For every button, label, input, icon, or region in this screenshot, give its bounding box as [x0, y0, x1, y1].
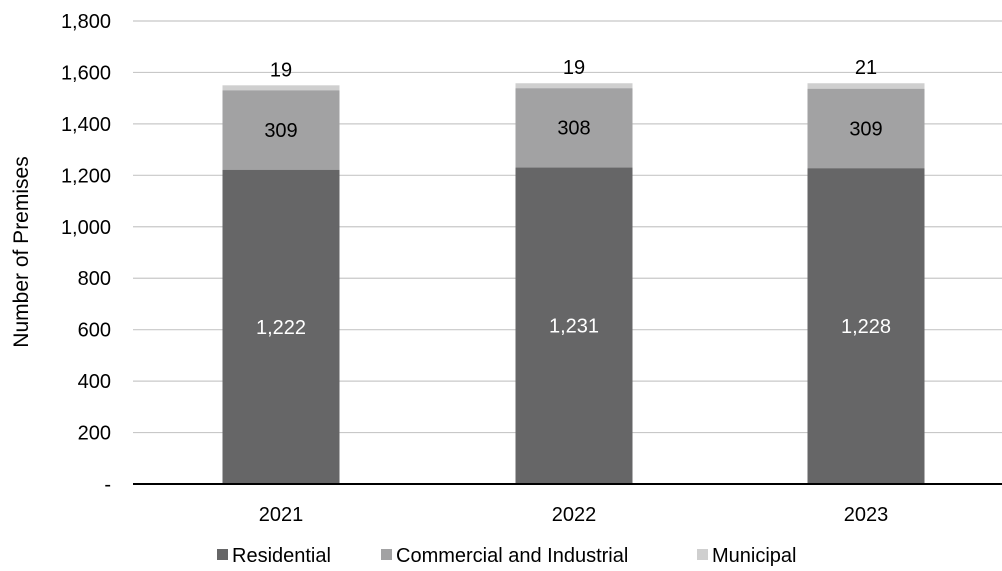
legend: Residential Commercial and Industrial Muni…: [217, 545, 796, 567]
y-tick-label: 1,000: [61, 217, 111, 239]
bars: [222, 83, 925, 485]
x-tick-label: 2022: [552, 504, 597, 526]
legend-label: Residential: [232, 545, 331, 567]
data-label: 19: [563, 57, 585, 79]
legend-label: Municipal: [712, 545, 796, 567]
data-labels: 1,222 309 19 1,231 308 19 1,228 309 21: [256, 57, 891, 339]
bar-municipal-2022: [515, 83, 633, 89]
y-tick-label: 1,800: [61, 11, 111, 33]
data-label: 1,222: [256, 317, 306, 339]
legend-swatch: [697, 549, 708, 560]
legend-swatch: [217, 549, 228, 560]
data-label: 309: [264, 120, 297, 142]
bar-municipal-2023: [807, 83, 925, 89]
y-tick-label: -: [104, 474, 111, 496]
data-label: 21: [855, 57, 877, 79]
axes: - 200 400 600 800 1,000 1,200 1,400 1,600 1,800 20…: [61, 11, 1002, 526]
data-label: 309: [849, 118, 882, 140]
legend-label: Commercial and Industrial: [396, 545, 628, 567]
bar-residential-2023: [807, 168, 925, 484]
legend-swatch: [381, 549, 392, 560]
y-tick-label: 1,200: [61, 165, 111, 187]
data-label: 19: [270, 59, 292, 81]
bar-municipal-2021: [222, 85, 340, 91]
y-tick-label: 400: [78, 371, 111, 393]
bar-residential-2021: [222, 169, 340, 484]
y-tick-label: 1,600: [61, 62, 111, 84]
y-axis-title: Number of Premises: [10, 156, 33, 347]
x-tick-label: 2023: [844, 504, 889, 526]
y-tick-label: 1,400: [61, 114, 111, 136]
bar-commercial-and-industrial-2023: [807, 88, 925, 169]
y-tick-label: 600: [78, 320, 111, 342]
y-tick-label: 200: [78, 423, 111, 445]
y-tick-label: 800: [78, 268, 111, 290]
data-label: 308: [557, 118, 590, 140]
x-tick-label: 2021: [259, 504, 304, 526]
data-label: 1,228: [841, 316, 891, 338]
data-label: 1,231: [549, 316, 599, 338]
bar-commercial-and-industrial-2022: [515, 88, 633, 168]
bar-residential-2022: [515, 167, 633, 485]
bar-commercial-and-industrial-2021: [222, 90, 340, 170]
